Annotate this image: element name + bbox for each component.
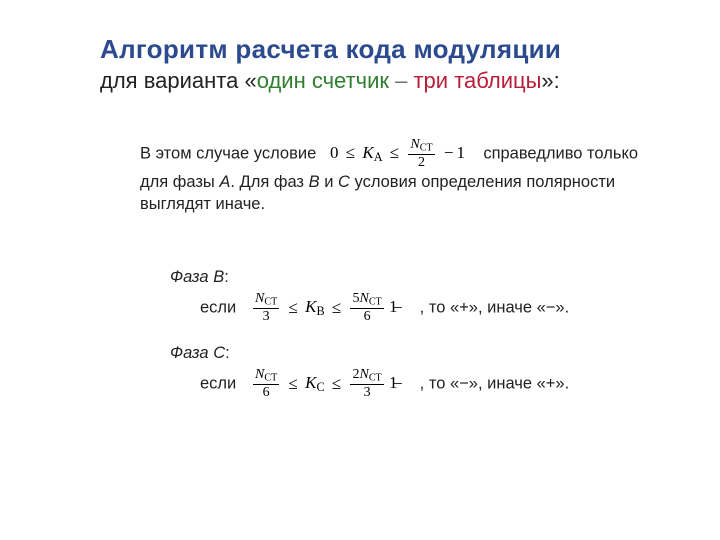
phase-c-right-Nsub: CT <box>369 373 382 384</box>
subtitle-green: один счетчик <box>257 68 389 93</box>
formula-main: 0 ≤ KA ≤ NCT 2 −1 <box>330 137 465 171</box>
phase-c-right-den: 3 <box>350 385 383 401</box>
phase-c-if: если <box>200 375 236 393</box>
formula-main-midvar: KA <box>362 143 382 162</box>
phase-b-name: B <box>213 268 224 286</box>
phase-c-colon: : <box>225 344 230 362</box>
phase-b: Фаза B: если NCT 3 ≤ KB ≤ 5NCT 6 <box>170 267 630 325</box>
phase-b-title: Фаза B: <box>170 267 630 289</box>
formula-main-Nsub: CT <box>420 142 433 153</box>
body-phaseC: C <box>338 173 350 191</box>
phase-c-body: если NCT 6 ≤ KC ≤ 2NCT 3 −1 <box>170 367 630 401</box>
subtitle-post: »: <box>541 68 559 93</box>
phase-b-rel1: ≤ <box>286 297 301 320</box>
phase-c-rel2: ≤ <box>329 373 344 396</box>
phase-b-body: если NCT 3 ≤ KB ≤ 5NCT 6 −1 <box>170 291 630 325</box>
phase-c-leftfrac: NCT 6 <box>251 367 281 401</box>
phase-b-right-N: N <box>359 291 368 306</box>
phase-c-Ksub: C <box>316 380 324 394</box>
phase-c-tail: −1 <box>390 373 406 396</box>
formula-main-den: 2 <box>408 155 434 171</box>
formula-main-tailconst: 1 <box>456 143 465 162</box>
phase-c: Фаза C: если NCT 6 ≤ KC ≤ 2NCT 3 <box>170 343 630 401</box>
body-post3: и <box>320 173 338 191</box>
formula-main-K: K <box>362 143 373 162</box>
phase-c-name: C <box>213 344 225 362</box>
phase-b-tail: −1 <box>390 297 406 320</box>
phase-c-label: Фаза <box>170 344 213 362</box>
formula-main-lhs: 0 <box>330 143 339 162</box>
phase-b-left-den: 3 <box>253 309 279 325</box>
phase-b-left-Nsub: CT <box>264 297 277 308</box>
formula-main-rel1: ≤ <box>343 142 358 165</box>
phase-block: Фаза B: если NCT 3 ≤ KB ≤ 5NCT 6 <box>100 267 660 401</box>
formula-main-tailop: − <box>441 142 457 165</box>
phase-c-mid: KC <box>305 373 325 392</box>
phase-b-rightfrac: 5NCT 6 <box>348 291 385 325</box>
phase-c-overlay: 1 <box>389 372 398 395</box>
formula-main-rel2: ≤ <box>387 142 402 165</box>
phase-c-rightfrac: 2NCT 3 <box>348 367 385 401</box>
phase-b-left-N: N <box>255 291 264 306</box>
phase-c-left-den: 6 <box>253 385 279 401</box>
formula-main-KA-sub: A <box>374 150 383 164</box>
phase-b-rel2: ≤ <box>329 297 344 320</box>
subtitle-red: три таблицы <box>413 68 541 93</box>
phase-c-left-N: N <box>255 367 264 382</box>
subtitle-sep: – <box>389 68 413 93</box>
phase-c-right-N: N <box>359 367 368 382</box>
phase-c-left-Nsub: CT <box>264 373 277 384</box>
phase-b-Ksub: B <box>316 304 324 318</box>
phase-c-title: Фаза C: <box>170 343 630 365</box>
body-post2: . Для фаз <box>230 173 308 191</box>
phase-b-if: если <box>200 299 236 317</box>
title-main: Алгоритм расчета кода модуляции <box>100 34 660 65</box>
body-phaseB: B <box>309 173 320 191</box>
formula-main-N: N <box>410 137 419 152</box>
phase-b-then: , то «+», иначе «−». <box>420 299 570 317</box>
formula-main-frac: NCT 2 <box>406 137 436 171</box>
phase-b-leftfrac: NCT 3 <box>251 291 281 325</box>
phase-b-right-Nsub: CT <box>369 297 382 308</box>
phase-b-K: K <box>305 297 316 316</box>
phase-b-colon: : <box>224 268 229 286</box>
phase-b-mid: KB <box>305 297 325 316</box>
phase-c-formula: NCT 6 ≤ KC ≤ 2NCT 3 −1 1 <box>251 367 414 401</box>
body-pre: В этом случае условие <box>140 144 316 162</box>
phase-b-right-den: 6 <box>350 309 383 325</box>
title-sub: для варианта «один счетчик – три таблицы… <box>100 67 660 95</box>
body-paragraph: В этом случае условие 0 ≤ KA ≤ NCT 2 −1 … <box>100 137 660 216</box>
phase-c-then: , то «−», иначе «+». <box>420 375 570 393</box>
phase-b-label: Фаза <box>170 268 213 286</box>
subtitle-pre: для варианта « <box>100 68 257 93</box>
body-phaseA: A <box>219 173 230 191</box>
phase-b-overlay: 1 <box>389 296 398 319</box>
phase-c-K: K <box>305 373 316 392</box>
phase-c-rel1: ≤ <box>286 373 301 396</box>
slide: Алгоритм расчета кода модуляции для вари… <box>0 0 720 401</box>
phase-b-formula: NCT 3 ≤ KB ≤ 5NCT 6 −1 1 <box>251 291 414 325</box>
